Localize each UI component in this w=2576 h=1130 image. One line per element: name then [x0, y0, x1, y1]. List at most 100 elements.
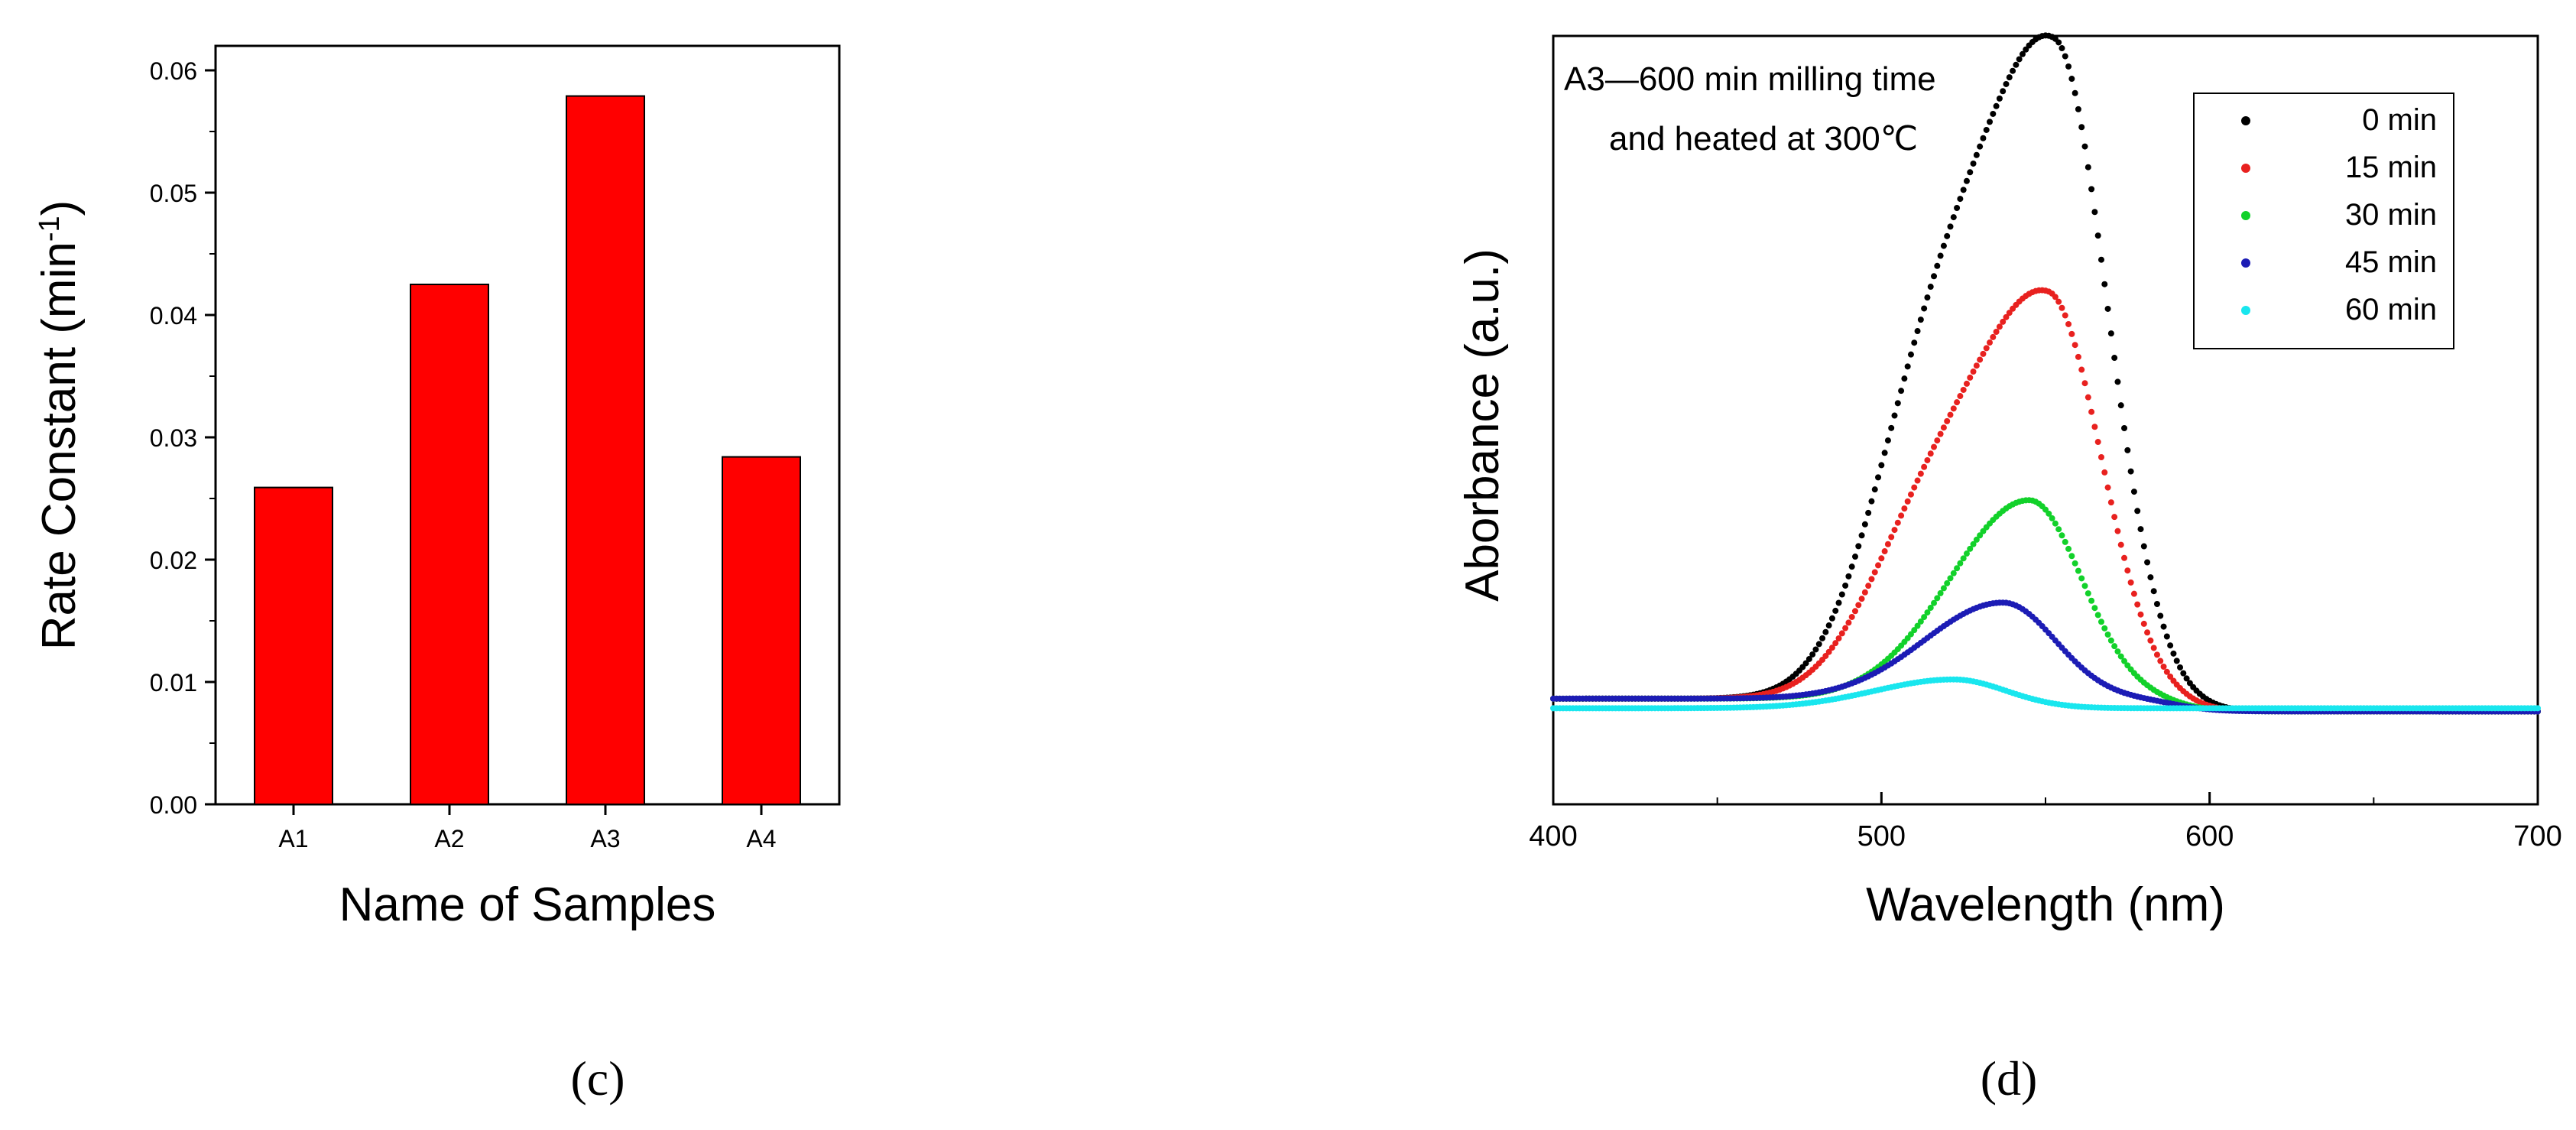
data-point	[1809, 651, 1816, 658]
x-tick-label: A1	[278, 825, 308, 852]
data-point	[1921, 305, 1928, 312]
data-point	[2084, 590, 2091, 597]
data-point	[2114, 378, 2121, 385]
data-point	[2134, 601, 2141, 608]
data-point	[1891, 527, 1898, 534]
legend-label: 0 min	[2362, 103, 2437, 137]
data-point	[1861, 521, 1868, 528]
data-point	[1957, 560, 1964, 567]
data-point	[1812, 646, 1819, 653]
data-point	[1967, 545, 1974, 552]
data-point	[1924, 609, 1931, 616]
data-point	[1931, 599, 1938, 606]
data-point	[1825, 648, 1832, 655]
data-point	[1901, 375, 1908, 382]
y-axis-label: Rate Constant (min-1)	[33, 200, 86, 651]
data-point	[2127, 579, 2134, 586]
y-axis-label-end: )	[33, 200, 86, 216]
data-point	[1980, 135, 1987, 141]
data-point	[1960, 555, 1967, 562]
data-point	[2068, 76, 2075, 83]
data-point	[1907, 351, 1914, 358]
data-point	[2094, 612, 2101, 619]
data-point	[2013, 61, 2020, 68]
data-point	[1977, 356, 1984, 363]
series-60-min	[1550, 676, 2541, 712]
data-point	[2052, 520, 2059, 527]
data-point	[2078, 575, 2085, 582]
series-45-min	[1550, 599, 2541, 715]
x-tick-label: 700	[2513, 820, 2561, 852]
data-point	[1996, 323, 2003, 330]
data-point	[1802, 660, 1809, 667]
data-point	[2019, 50, 2026, 57]
y-axis-label-main: Rate Constant (min	[33, 242, 86, 650]
x-tick-label: A2	[434, 825, 464, 852]
data-point	[1888, 534, 1895, 541]
data-point	[2059, 304, 2065, 311]
data-point	[2121, 658, 2128, 664]
y-tick-label: 0.03	[150, 424, 197, 452]
data-point	[1973, 362, 1980, 369]
data-point	[1838, 630, 1845, 637]
y-tick-label: 0.06	[150, 57, 197, 85]
y-axis-label-superscript: -1	[34, 216, 66, 242]
data-point	[1940, 585, 1947, 592]
x-axis-ticks: 400 500 600 700	[1529, 792, 2562, 852]
data-point	[1884, 437, 1891, 444]
data-point	[2055, 526, 2062, 533]
data-point	[2104, 484, 2111, 491]
data-point	[2147, 574, 2154, 581]
data-point	[2140, 543, 2147, 550]
data-point	[1878, 555, 1885, 562]
data-point	[2000, 88, 2007, 95]
data-point	[1832, 640, 1839, 647]
data-point	[2072, 89, 2078, 96]
data-point	[1960, 187, 1967, 193]
x-tick-label: A3	[590, 825, 620, 852]
data-point	[1950, 214, 1957, 221]
x-axis-label: Wavelength (nm)	[1866, 878, 2225, 931]
data-point	[1973, 151, 1980, 158]
data-point	[2147, 637, 2154, 644]
data-point	[1825, 622, 1832, 629]
data-point	[2121, 425, 2128, 432]
data-point	[1990, 333, 1997, 340]
data-point	[2117, 402, 2124, 409]
x-tick-label: 600	[2185, 820, 2234, 852]
bar-A1	[254, 486, 333, 805]
data-point	[2065, 320, 2072, 327]
data-point	[2059, 45, 2065, 52]
data-point	[1934, 262, 1941, 269]
data-point	[2535, 705, 2541, 712]
data-point	[2101, 625, 2108, 632]
data-point	[2137, 611, 2144, 618]
legend-marker	[2241, 116, 2250, 125]
y-axis-ticks: 0.00 0.01 0.02 0.03 0.04 0.05 0.06	[150, 57, 216, 819]
data-point	[2167, 673, 2174, 680]
data-point	[2094, 439, 2101, 446]
data-point	[2003, 313, 2010, 320]
data-point	[1842, 582, 1849, 589]
data-point	[2075, 567, 2081, 574]
data-point	[2160, 623, 2167, 630]
data-point	[1805, 655, 1812, 662]
data-point	[2055, 298, 2062, 305]
data-point	[1914, 328, 1921, 335]
data-point	[2163, 633, 2170, 640]
data-point	[1947, 223, 1954, 230]
data-point	[1842, 625, 1849, 632]
data-point	[2111, 643, 2118, 650]
data-point	[2104, 632, 2111, 638]
data-point	[1963, 177, 1970, 184]
data-point	[2052, 294, 2059, 300]
data-point	[1881, 450, 1888, 456]
data-point	[2144, 559, 2151, 566]
y-tick-label: 0.00	[150, 791, 197, 819]
data-point	[2097, 256, 2104, 263]
legend-label: 15 min	[2345, 151, 2437, 184]
data-point	[2084, 164, 2091, 170]
data-point	[1963, 550, 1970, 557]
data-point	[2170, 650, 2177, 657]
